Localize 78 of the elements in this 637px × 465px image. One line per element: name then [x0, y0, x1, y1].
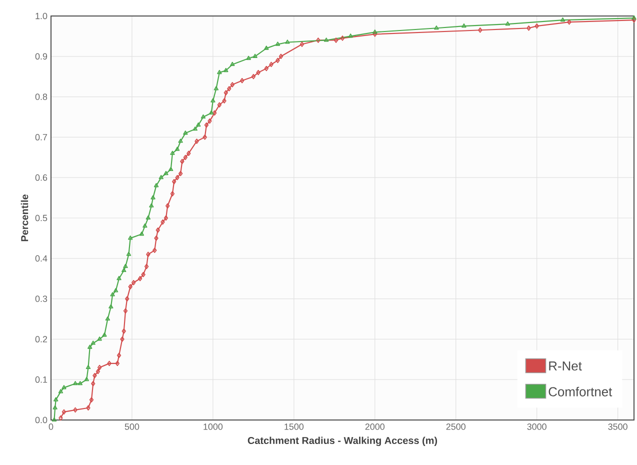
y-axis-title: Percentile — [20, 194, 28, 242]
point — [102, 332, 107, 337]
y-tick-label: 0.7 — [35, 134, 48, 140]
point — [230, 62, 235, 66]
point — [113, 288, 118, 292]
point — [324, 38, 329, 42]
x-tick-label: 1500 — [284, 424, 304, 430]
x-tick-label: 1000 — [204, 424, 223, 430]
y-tick-label: 0.5 — [35, 214, 48, 222]
point — [434, 25, 439, 30]
point — [149, 203, 154, 208]
point — [72, 381, 78, 386]
point — [462, 23, 466, 28]
point — [174, 146, 180, 151]
point — [170, 150, 175, 155]
point — [560, 17, 566, 22]
point — [196, 122, 201, 127]
point — [110, 292, 115, 296]
point — [139, 232, 144, 236]
y-tick-label: 0.2 — [35, 336, 48, 342]
point — [208, 110, 214, 114]
point — [90, 340, 96, 345]
point — [252, 54, 258, 58]
y-tick-label: 0.8 — [35, 94, 48, 100]
y-tick-label: 0.0 — [35, 416, 48, 424]
x-tick-label: 0 — [48, 424, 54, 430]
point — [84, 376, 89, 382]
x-tick-label: 3000 — [527, 424, 546, 430]
point — [183, 130, 188, 135]
point — [58, 389, 64, 394]
point — [116, 276, 122, 280]
legend-label: Comfortnet — [548, 386, 612, 396]
x-tick-label: 2000 — [365, 424, 385, 430]
point — [285, 40, 290, 44]
point — [154, 183, 159, 188]
point — [164, 170, 168, 176]
point — [210, 98, 216, 102]
point — [142, 223, 148, 228]
point — [123, 264, 128, 268]
point — [372, 30, 378, 34]
point — [88, 344, 92, 349]
point — [246, 56, 251, 60]
point — [200, 114, 206, 119]
point — [158, 174, 164, 180]
point — [78, 381, 82, 386]
point — [192, 126, 198, 131]
y-tick-label: 0.1 — [35, 376, 48, 383]
point — [150, 195, 156, 200]
point — [275, 42, 280, 46]
point — [214, 86, 219, 90]
legend-label: R-Net — [549, 362, 582, 371]
x-tick-label: 500 — [124, 424, 140, 430]
point — [178, 138, 183, 143]
point — [348, 34, 353, 38]
point — [108, 304, 114, 308]
x-tick-label: 3500 — [608, 424, 628, 430]
point — [217, 70, 222, 74]
y-tick-label: 0.3 — [35, 296, 48, 302]
point — [86, 364, 91, 370]
y-tick-label: 1.0 — [36, 12, 48, 20]
point — [128, 236, 133, 240]
point — [146, 215, 151, 220]
x-tick-label: 2500 — [446, 424, 466, 430]
point — [54, 397, 58, 402]
point — [97, 336, 102, 341]
point — [505, 21, 510, 26]
y-tick-label: 0.9 — [35, 53, 48, 60]
point — [105, 316, 110, 321]
point — [224, 68, 228, 72]
point — [126, 252, 132, 256]
point — [168, 166, 174, 172]
point — [52, 405, 58, 410]
y-tick-label: 0.4 — [35, 255, 48, 262]
x-axis-title: Catchment Radius - Walking Access (m) — [248, 436, 438, 446]
point — [122, 268, 126, 272]
y-tick-label: 0.6 — [35, 174, 48, 181]
point — [264, 46, 269, 50]
point — [62, 385, 66, 390]
